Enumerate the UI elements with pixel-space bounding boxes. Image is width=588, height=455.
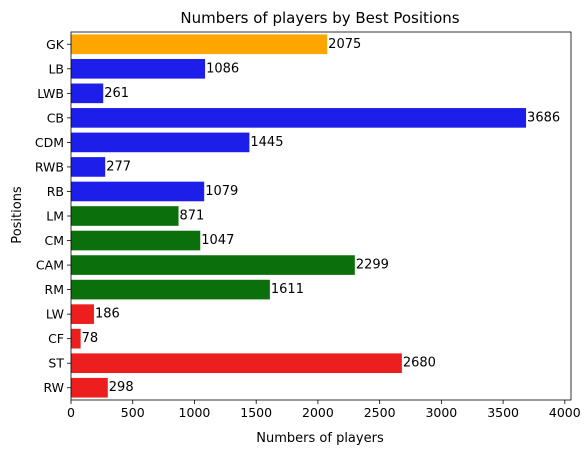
bar-st xyxy=(71,353,402,374)
data-label-rb: 1079 xyxy=(205,184,238,199)
y-axis-label: Positions xyxy=(10,186,25,244)
bar-lw xyxy=(71,304,94,324)
x-tick-label-2500: 2500 xyxy=(364,405,396,420)
bar-cb xyxy=(71,108,527,128)
x-tick-label-1500: 1500 xyxy=(240,405,272,420)
data-label-cf: 78 xyxy=(82,331,99,346)
data-label-lb: 1086 xyxy=(206,61,239,76)
y-tick-label-rm: RM xyxy=(45,282,64,297)
bar-rb xyxy=(71,181,205,202)
data-label-st: 2680 xyxy=(403,356,436,371)
y-tick-label-cm: CM xyxy=(44,233,64,248)
data-label-cdm: 1445 xyxy=(250,135,283,150)
bar-gk xyxy=(71,34,328,55)
plot-frame xyxy=(70,31,572,401)
y-tick-label-st: ST xyxy=(48,356,64,371)
data-label-rwb: 277 xyxy=(106,159,131,174)
bar-lm xyxy=(71,206,179,226)
bar-rwb xyxy=(71,157,106,177)
y-tick-label-lwb: LWB xyxy=(37,86,64,101)
y-tick-label-cf: CF xyxy=(48,331,64,346)
y-tick-label-rwb: RWB xyxy=(35,159,64,174)
x-axis-ticks: 0 500 1000 1500 2000 2500 3000 3500 4000 xyxy=(67,400,581,420)
y-tick-label-gk: GK xyxy=(46,37,65,52)
x-tick-label-3500: 3500 xyxy=(487,405,519,420)
y-tick-label-cam: CAM xyxy=(36,258,64,273)
bar-cdm xyxy=(71,132,250,153)
x-tick-label-2000: 2000 xyxy=(302,405,334,420)
bar-lb xyxy=(71,58,206,79)
y-axis-ticks: GK LB LWB CB CDM RWB RB LM CM CAM RM LW CF ST RW xyxy=(35,37,71,395)
bar-cf xyxy=(71,328,81,349)
data-label-cam: 2299 xyxy=(356,258,389,273)
x-tick-label-1000: 1000 xyxy=(179,405,211,420)
data-label-lwb: 261 xyxy=(104,86,129,101)
data-label-cm: 1047 xyxy=(201,233,234,248)
bar-rw xyxy=(71,377,108,398)
x-axis-label: Numbers of players xyxy=(256,431,384,446)
y-tick-label-lb: LB xyxy=(48,61,64,76)
x-tick-label-3000: 3000 xyxy=(425,405,457,420)
data-label-cb: 3686 xyxy=(527,110,560,125)
data-label-lw: 186 xyxy=(95,307,120,322)
data-label-gk: 2075 xyxy=(328,37,361,52)
y-tick-label-lw: LW xyxy=(46,307,64,322)
y-tick-label-rb: RB xyxy=(47,184,64,199)
bar-cam xyxy=(71,255,355,275)
y-tick-label-lm: LM xyxy=(46,209,64,224)
data-label-lm: 871 xyxy=(180,209,205,224)
bar-cm xyxy=(71,230,201,251)
x-tick-label-4000: 4000 xyxy=(549,405,581,420)
chart-title: Numbers of players by Best Positions xyxy=(180,9,459,27)
bar-lwb xyxy=(71,83,104,104)
data-label-rm: 1611 xyxy=(271,282,304,297)
y-tick-label-cb: CB xyxy=(47,110,64,125)
y-tick-label-rw: RW xyxy=(43,380,64,395)
bars-layer xyxy=(71,34,527,398)
bar-rm xyxy=(71,279,270,300)
y-tick-label-cdm: CDM xyxy=(35,135,64,150)
x-tick-label-0: 0 xyxy=(67,405,75,420)
data-label-rw: 298 xyxy=(109,380,134,395)
x-tick-label-500: 500 xyxy=(121,405,145,420)
